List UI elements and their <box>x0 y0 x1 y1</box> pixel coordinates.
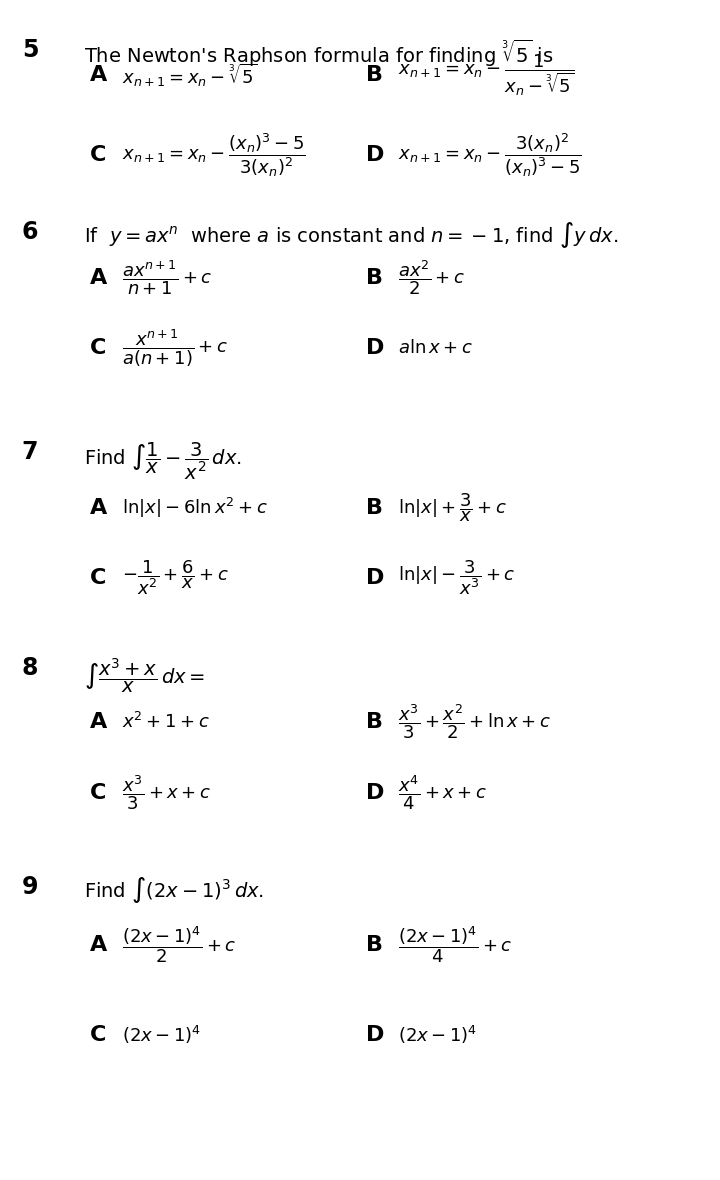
Text: $\ln|x| + \dfrac{3}{x} + c$: $\ln|x| + \dfrac{3}{x} + c$ <box>398 492 507 524</box>
Text: Find $\int \dfrac{1}{x} - \dfrac{3}{x^2}\,dx$.: Find $\int \dfrac{1}{x} - \dfrac{3}{x^2}… <box>84 440 242 481</box>
Text: $\mathbf{C}$: $\mathbf{C}$ <box>89 337 106 358</box>
Text: $x_{n+1} = x_n - \sqrt[3]{5}$: $x_{n+1} = x_n - \sqrt[3]{5}$ <box>122 61 257 88</box>
Text: $\mathbf{D}$: $\mathbf{D}$ <box>365 568 384 588</box>
Text: $\mathbf{C}$: $\mathbf{C}$ <box>89 568 106 588</box>
Text: 6: 6 <box>22 219 38 244</box>
Text: Find $\int (2x-1)^3\,dx$.: Find $\int (2x-1)^3\,dx$. <box>84 876 264 905</box>
Text: $\dfrac{ax^{n+1}}{n+1} + c$: $\dfrac{ax^{n+1}}{n+1} + c$ <box>122 258 212 297</box>
Text: $\mathbf{C}$: $\mathbf{C}$ <box>89 784 106 804</box>
Text: $\ln|x| - \dfrac{3}{x^3} + c$: $\ln|x| - \dfrac{3}{x^3} + c$ <box>398 558 516 597</box>
Text: $\mathbf{B}$: $\mathbf{B}$ <box>365 712 382 732</box>
Text: $\mathbf{A}$: $\mathbf{A}$ <box>89 65 108 85</box>
Text: $x_{n+1} = x_n - \dfrac{(x_n)^3 - 5}{3(x_n)^2}$: $x_{n+1} = x_n - \dfrac{(x_n)^3 - 5}{3(x… <box>122 131 305 179</box>
Text: $x_{n+1} = x_n - \dfrac{3(x_n)^2}{(x_n)^3 - 5}$: $x_{n+1} = x_n - \dfrac{3(x_n)^2}{(x_n)^… <box>398 131 582 179</box>
Text: $\mathbf{A}$: $\mathbf{A}$ <box>89 498 108 518</box>
Text: $\mathbf{D}$: $\mathbf{D}$ <box>365 784 384 804</box>
Text: 5: 5 <box>22 38 38 63</box>
Text: $\mathbf{C}$: $\mathbf{C}$ <box>89 145 106 165</box>
Text: $\ln|x| - 6\ln x^2 + c$: $\ln|x| - 6\ln x^2 + c$ <box>122 496 268 520</box>
Text: $\dfrac{ax^2}{2} + c$: $\dfrac{ax^2}{2} + c$ <box>398 258 465 297</box>
Text: $\dfrac{(2x-1)^4}{2} + c$: $\dfrac{(2x-1)^4}{2} + c$ <box>122 925 236 965</box>
Text: $(2x-1)^4$: $(2x-1)^4$ <box>122 1024 201 1045</box>
Text: $\mathbf{C}$: $\mathbf{C}$ <box>89 1025 106 1045</box>
Text: The Newton's Raphson formula for finding $\sqrt[3]{5}$ is: The Newton's Raphson formula for finding… <box>84 38 554 70</box>
Text: $x^2 + 1 + c$: $x^2 + 1 + c$ <box>122 712 210 732</box>
Text: 7: 7 <box>22 440 38 464</box>
Text: $\mathbf{B}$: $\mathbf{B}$ <box>365 935 382 955</box>
Text: $\int \dfrac{x^3 + x}{x}\,dx =$: $\int \dfrac{x^3 + x}{x}\,dx =$ <box>84 656 205 695</box>
Text: 9: 9 <box>22 876 38 899</box>
Text: $\dfrac{(2x-1)^4}{4} + c$: $\dfrac{(2x-1)^4}{4} + c$ <box>398 925 513 965</box>
Text: $\mathbf{B}$: $\mathbf{B}$ <box>365 65 382 85</box>
Text: $x_{n+1} = x_n - \dfrac{1}{x_n - \sqrt[3]{5}}$: $x_{n+1} = x_n - \dfrac{1}{x_n - \sqrt[3… <box>398 52 575 98</box>
Text: $\mathbf{A}$: $\mathbf{A}$ <box>89 712 108 732</box>
Text: $\mathbf{A}$: $\mathbf{A}$ <box>89 268 108 288</box>
Text: $\dfrac{x^3}{3} + \dfrac{x^2}{2} + \ln x + c$: $\dfrac{x^3}{3} + \dfrac{x^2}{2} + \ln x… <box>398 702 551 741</box>
Text: $\dfrac{x^3}{3} + x + c$: $\dfrac{x^3}{3} + x + c$ <box>122 774 211 812</box>
Text: $\mathbf{D}$: $\mathbf{D}$ <box>365 1025 384 1045</box>
Text: If  $y = ax^n$  where $a$ is constant and $n = -1$, find $\int y\,dx$.: If $y = ax^n$ where $a$ is constant and … <box>84 219 618 250</box>
Text: 8: 8 <box>22 656 38 680</box>
Text: $\dfrac{x^4}{4} + x + c$: $\dfrac{x^4}{4} + x + c$ <box>398 774 487 812</box>
Text: $(2x-1)^4$: $(2x-1)^4$ <box>398 1024 477 1045</box>
Text: $a\ln x + c$: $a\ln x + c$ <box>398 339 473 358</box>
Text: $\mathbf{A}$: $\mathbf{A}$ <box>89 935 108 955</box>
Text: $\mathbf{B}$: $\mathbf{B}$ <box>365 268 382 288</box>
Text: $\mathbf{B}$: $\mathbf{B}$ <box>365 498 382 518</box>
Text: $-\dfrac{1}{x^2} + \dfrac{6}{x} + c$: $-\dfrac{1}{x^2} + \dfrac{6}{x} + c$ <box>122 558 228 597</box>
Text: $\mathbf{D}$: $\mathbf{D}$ <box>365 337 384 358</box>
Text: $\dfrac{x^{n+1}}{a(n+1)} + c$: $\dfrac{x^{n+1}}{a(n+1)} + c$ <box>122 327 228 369</box>
Text: $\mathbf{D}$: $\mathbf{D}$ <box>365 145 384 165</box>
